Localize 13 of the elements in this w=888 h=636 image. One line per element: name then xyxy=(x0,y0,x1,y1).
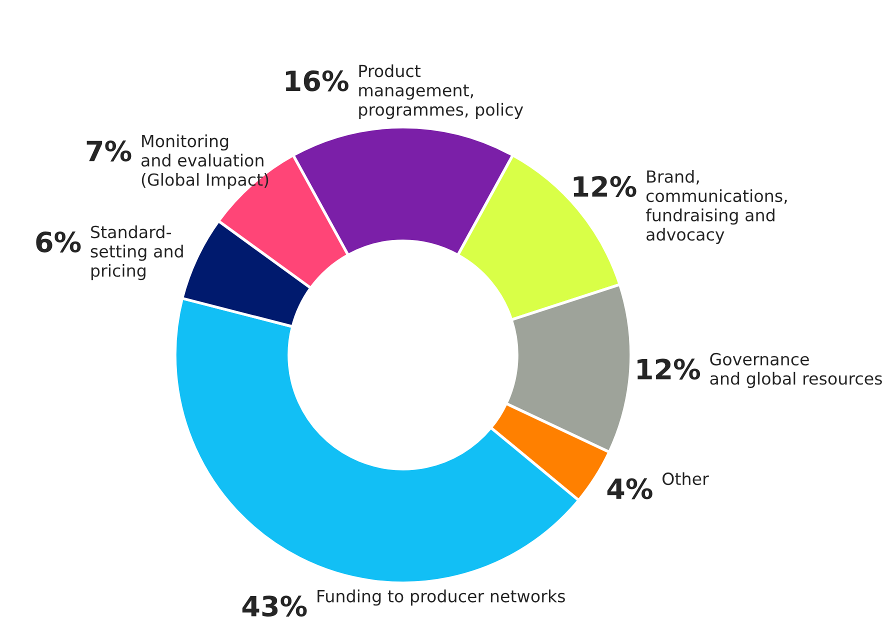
data-label: 43% xyxy=(242,596,307,617)
slice-label: Brand, communications, fundraising and advocacy xyxy=(646,170,787,244)
slice-label: Standard- setting and pricing xyxy=(90,225,183,280)
slice-label: Other xyxy=(662,472,709,486)
data-label: 12% xyxy=(638,358,700,380)
data-label: 7% xyxy=(86,140,132,162)
data-label: 4% xyxy=(607,478,652,500)
data-label: 12% xyxy=(574,176,636,197)
data-label: 16% xyxy=(286,70,348,92)
slice-label: Governance and global resources xyxy=(710,352,882,388)
slice-label: Product management, programmes, policy xyxy=(359,64,524,120)
slice-label: Funding to producer networks xyxy=(318,590,565,606)
data-label: 6% xyxy=(36,231,81,252)
